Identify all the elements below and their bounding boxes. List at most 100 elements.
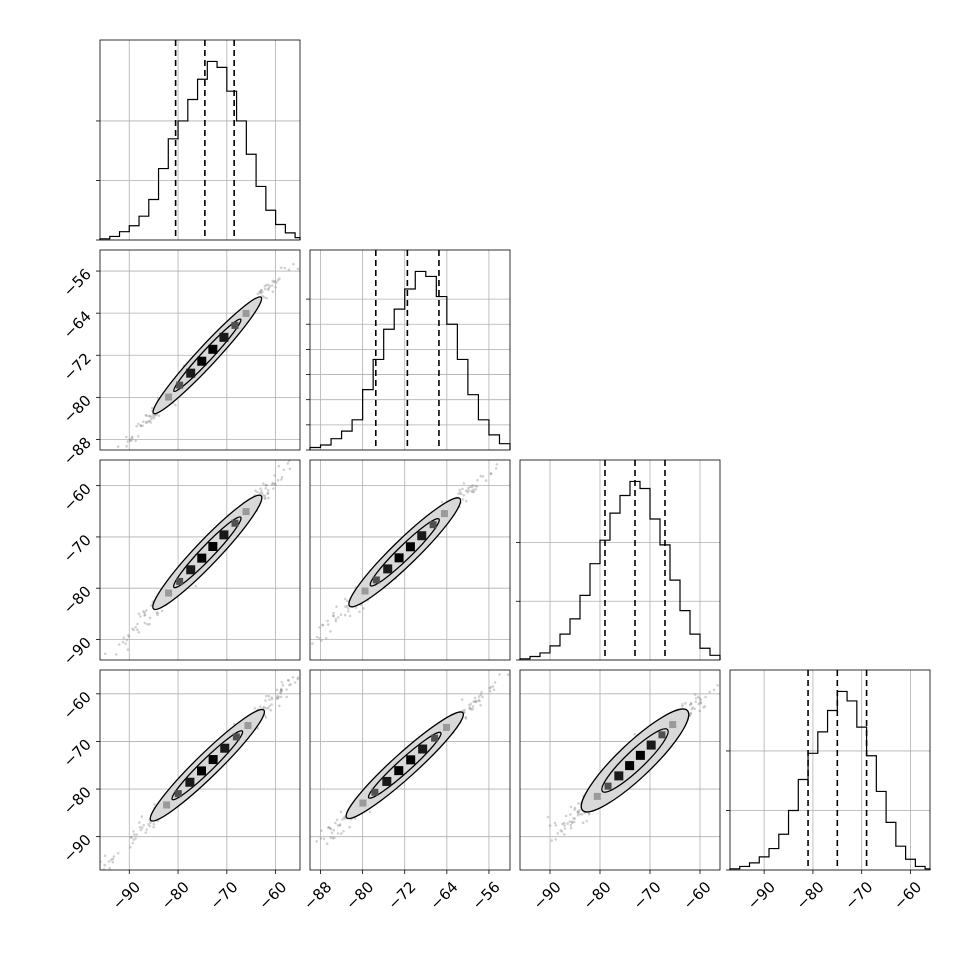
scatter-point bbox=[132, 628, 135, 632]
scatter-point bbox=[288, 467, 292, 471]
scatter-point bbox=[335, 605, 338, 608]
scatter-point bbox=[471, 707, 474, 711]
scatter-point bbox=[276, 694, 279, 698]
scatter-point bbox=[473, 696, 477, 700]
panel-frame bbox=[309, 249, 511, 451]
scatter-point bbox=[578, 808, 582, 812]
scatter-point bbox=[329, 836, 333, 839]
scatter-point bbox=[345, 604, 349, 608]
scatter-point bbox=[134, 837, 137, 840]
scatter-point bbox=[112, 855, 116, 858]
scatter-point bbox=[457, 492, 460, 496]
scatter-point bbox=[152, 416, 156, 420]
scatter-point bbox=[511, 448, 514, 451]
scatter-point bbox=[276, 479, 280, 482]
scatter-point bbox=[633, 733, 636, 736]
scatter-point bbox=[474, 488, 478, 491]
scatter-point bbox=[554, 824, 558, 827]
scatter-point bbox=[462, 494, 466, 497]
scatter-point bbox=[581, 821, 585, 824]
scatter-point bbox=[348, 614, 352, 618]
scatter-point bbox=[266, 491, 270, 495]
x-tick-label: −88 bbox=[300, 878, 335, 913]
scatter-point bbox=[725, 679, 728, 682]
scatter-point bbox=[341, 818, 344, 821]
contour-inner bbox=[173, 318, 242, 393]
scatter-point bbox=[546, 815, 550, 819]
scatter-point bbox=[697, 695, 700, 699]
density-bin bbox=[646, 740, 656, 750]
scatter-point bbox=[279, 690, 282, 694]
scatter-point bbox=[325, 842, 329, 845]
scatter-point bbox=[149, 421, 153, 424]
scatter-point bbox=[576, 813, 580, 817]
scatter-point bbox=[142, 610, 145, 613]
density-bin bbox=[219, 332, 229, 342]
scatter-point bbox=[296, 676, 300, 679]
scatter-point bbox=[467, 486, 470, 490]
scatter-point bbox=[327, 826, 330, 829]
scatter-point bbox=[548, 824, 552, 827]
scatter-point bbox=[268, 285, 272, 288]
scatter-point bbox=[160, 609, 164, 613]
scatter-point bbox=[126, 440, 129, 443]
histogram-1 bbox=[309, 270, 511, 450]
scatter-point bbox=[342, 816, 346, 819]
density-bin bbox=[443, 723, 451, 731]
scatter-point bbox=[518, 665, 521, 668]
scatter-point bbox=[285, 688, 288, 691]
scatter-point bbox=[145, 414, 149, 418]
density-bin bbox=[208, 344, 218, 354]
scatter-point bbox=[336, 832, 340, 835]
scatter-point bbox=[340, 832, 343, 835]
scatter-point bbox=[708, 690, 711, 694]
scatter-point bbox=[274, 286, 277, 289]
scatter-point bbox=[148, 414, 152, 418]
scatter-point bbox=[147, 822, 150, 826]
scatter-point bbox=[690, 707, 694, 711]
scatter-point bbox=[459, 492, 463, 496]
contour-outer bbox=[580, 708, 690, 813]
density-bin bbox=[232, 733, 240, 741]
hist-panel-2 bbox=[516, 459, 721, 661]
scatter-point bbox=[267, 694, 271, 698]
scatter-point bbox=[134, 439, 137, 443]
scatter-point bbox=[129, 835, 133, 839]
scatter-point bbox=[318, 626, 321, 629]
scatter-point bbox=[362, 607, 365, 610]
scatter-point bbox=[128, 845, 132, 849]
density-bin bbox=[635, 750, 645, 760]
scatter-point bbox=[130, 836, 133, 839]
scatter-point bbox=[131, 627, 134, 631]
scatter-point bbox=[261, 294, 264, 298]
scatter-point bbox=[136, 628, 139, 631]
scatter-point bbox=[140, 815, 144, 818]
scatter-point bbox=[260, 492, 264, 495]
scatter-point bbox=[272, 487, 275, 490]
scatter-point bbox=[470, 485, 474, 489]
scatter-point bbox=[481, 695, 484, 699]
scatter-point bbox=[138, 821, 141, 824]
density-bin bbox=[417, 531, 427, 541]
histogram-3 bbox=[729, 690, 931, 870]
scatter-point bbox=[148, 616, 152, 620]
scatter-point bbox=[343, 597, 347, 601]
scatter-point bbox=[286, 664, 289, 667]
density-bin bbox=[197, 553, 207, 563]
panel-frame bbox=[99, 249, 301, 451]
scatter-point bbox=[471, 705, 475, 708]
scatter-point bbox=[477, 698, 481, 702]
scatter-point bbox=[293, 871, 296, 874]
scatter-point bbox=[263, 497, 267, 500]
scatter-point bbox=[302, 854, 305, 857]
scatter-point bbox=[334, 617, 338, 621]
density-bin bbox=[371, 788, 379, 796]
scatter-point bbox=[143, 614, 146, 617]
scatter-point bbox=[301, 461, 304, 464]
scatter-point bbox=[491, 685, 495, 688]
scatter-point bbox=[689, 712, 692, 716]
scatter-panel-1-0 bbox=[96, 249, 301, 451]
scatter-point bbox=[287, 268, 291, 272]
scatter-point bbox=[564, 814, 568, 818]
scatter-point bbox=[335, 818, 339, 822]
